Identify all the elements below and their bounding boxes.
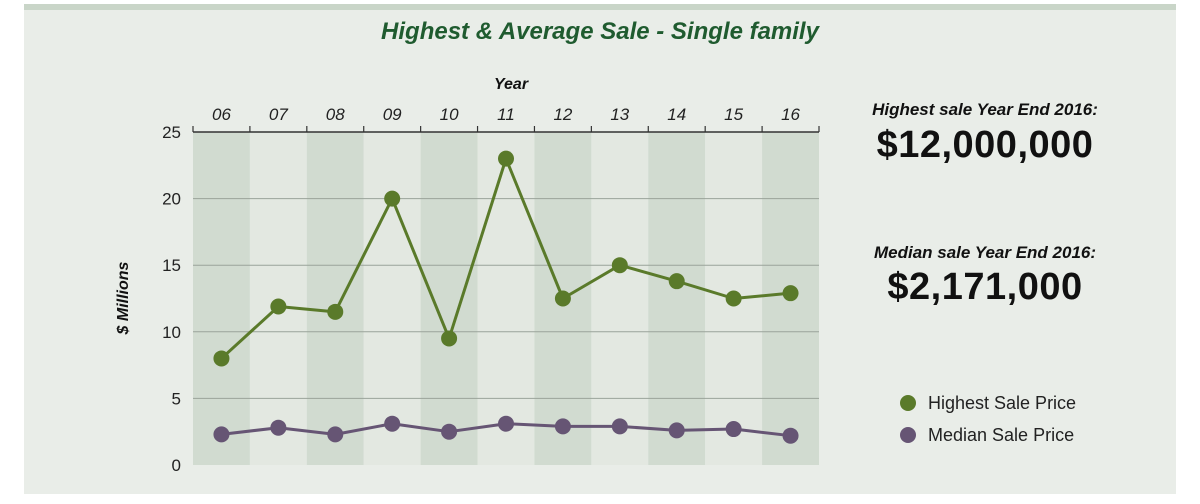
column-band <box>420 132 478 465</box>
x-tick-label: 14 <box>667 105 686 124</box>
data-point-1 <box>213 426 230 443</box>
highest-sale-label: Highest sale Year End 2016: <box>872 100 1098 119</box>
data-point-1 <box>725 421 742 438</box>
y-axis-title: $ Millions <box>115 261 132 335</box>
data-point-0 <box>441 330 458 347</box>
column-band <box>648 132 706 465</box>
column-band <box>193 132 250 465</box>
x-tick-label: 12 <box>553 105 572 124</box>
y-tick-label: 20 <box>162 190 181 209</box>
legend-item-median: Median Sale Price <box>900 423 1074 447</box>
y-tick-label: 25 <box>162 123 181 142</box>
data-point-0 <box>270 298 287 315</box>
data-point-1 <box>668 422 685 439</box>
data-point-0 <box>213 350 230 367</box>
median-sale-label: Median sale Year End 2016: <box>873 243 1097 262</box>
data-point-0 <box>725 290 742 307</box>
column-band <box>306 132 364 465</box>
data-point-1 <box>441 423 458 440</box>
data-point-1 <box>498 415 514 432</box>
x-axis-title: Year <box>494 76 529 93</box>
highest-sale-value: $12,000,000 <box>876 124 1094 166</box>
column-band <box>591 132 649 465</box>
x-tick-label: 10 <box>440 105 459 124</box>
y-tick-label: 5 <box>172 389 181 408</box>
data-point-0 <box>611 257 628 274</box>
legend-item-highest: Highest Sale Price <box>900 391 1076 415</box>
data-point-1 <box>554 418 571 435</box>
x-tick-label: 15 <box>724 105 743 124</box>
data-point-0 <box>554 290 571 307</box>
data-point-1 <box>611 418 628 435</box>
chart-title: Highest & Average Sale - Single family <box>381 18 819 45</box>
x-tick-label: 16 <box>781 105 800 124</box>
x-tick-label: 11 <box>497 105 515 124</box>
x-tick-label: 06 <box>212 105 231 124</box>
data-point-0 <box>668 273 685 290</box>
x-tick-label: 09 <box>383 105 402 124</box>
x-tick-label: 08 <box>326 105 345 124</box>
median-sale-value: $2,171,000 <box>887 266 1083 308</box>
data-point-1 <box>384 415 401 432</box>
legend-label-highest: Highest Sale Price <box>928 392 1077 413</box>
data-point-0 <box>782 285 799 302</box>
data-point-0 <box>384 190 401 207</box>
data-point-0 <box>327 303 344 320</box>
legend-marker-highest <box>900 395 916 411</box>
y-tick-label: 0 <box>172 456 181 475</box>
data-point-1 <box>782 427 799 444</box>
y-tick-label: 15 <box>162 256 181 275</box>
legend-marker-median <box>900 427 916 443</box>
y-tick-label: 10 <box>162 323 181 342</box>
column-band <box>363 132 421 465</box>
x-tick-label: 13 <box>610 105 629 124</box>
data-point-1 <box>327 426 344 443</box>
x-tick-label: 07 <box>269 105 288 124</box>
legend-label-median: Median Sale Price <box>928 424 1075 445</box>
data-point-1 <box>270 419 287 436</box>
top-accent-bar <box>24 4 1176 10</box>
column-band <box>477 132 535 465</box>
data-point-0 <box>498 150 514 167</box>
